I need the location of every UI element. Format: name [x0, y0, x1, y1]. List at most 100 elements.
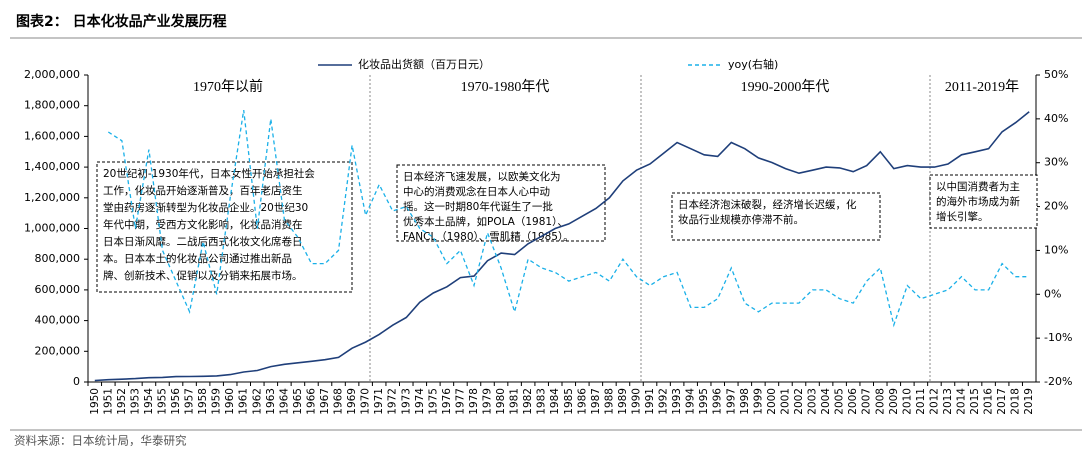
note-line: 以中国消费者为主	[936, 180, 1020, 193]
x-tick-label: 1957	[184, 388, 196, 415]
x-tick-label: 1988	[603, 388, 615, 415]
x-tick-label: 1982	[522, 388, 534, 415]
x-tick-label: 1992	[658, 388, 670, 415]
x-tick-label: 1999	[752, 388, 764, 415]
note-box	[929, 174, 1038, 229]
x-tick-label: 1950	[89, 388, 101, 415]
y2-tick-label: -20%	[1044, 375, 1072, 388]
x-tick-label: 1961	[238, 388, 250, 415]
x-tick-label: 2013	[942, 388, 954, 415]
note-line: 日本日渐风靡。二战后西式化妆文化席卷日	[103, 235, 303, 248]
x-tick-label: 1953	[129, 388, 141, 415]
x-tick-label: 1973	[400, 388, 412, 415]
y-tick-label: 1,200,000	[24, 191, 80, 204]
x-tick-label: 2010	[901, 388, 913, 415]
x-tick-label: 2008	[874, 388, 886, 415]
x-tick-label: 1958	[197, 388, 209, 415]
chart-title: 图表2： 日本化妆品产业发展历程	[16, 13, 227, 30]
note-line: 本。日本本土的化妆品公司通过推出新品	[103, 252, 292, 265]
x-tick-label: 1967	[319, 388, 331, 415]
x-tick-label: 1989	[617, 388, 629, 415]
note-box	[396, 164, 606, 242]
x-tick-label: 1995	[698, 388, 710, 415]
x-tick-label: 1952	[116, 388, 128, 415]
note-line: 优秀本土品牌，如POLA（1981）、	[403, 215, 568, 228]
x-tick-label: 2012	[928, 388, 940, 415]
x-tick-label: 2007	[861, 388, 873, 415]
x-tick-label: 2011	[915, 388, 927, 415]
note-line: 日本经济泡沫破裂，经济增长迟缓，化	[678, 198, 857, 211]
source: 资料来源：日本统计局，华泰研究	[14, 434, 187, 448]
y2-tick-label: -10%	[1044, 331, 1072, 344]
x-tick-label: 2009	[888, 388, 900, 415]
note-line: 20世纪初-1930年代，日本女性开始承担社会	[103, 167, 315, 180]
x-tick-label: 1978	[468, 388, 480, 415]
note-line: 摇。这一时期80年代诞生了一批	[403, 200, 553, 213]
x-tick-label: 2002	[793, 388, 805, 415]
x-tick-label: 1962	[251, 388, 263, 415]
note-box	[671, 192, 881, 241]
x-tick-label: 1966	[305, 388, 317, 415]
note-line: 妆品行业规模亦停滞不前。	[678, 213, 804, 226]
x-tick-label: 1959	[211, 388, 223, 415]
y2-tick-label: 10%	[1044, 243, 1068, 256]
period-label: 1990-2000年代	[741, 79, 830, 95]
x-tick-label: 1983	[536, 388, 548, 415]
y-tick-label: 1,400,000	[24, 160, 80, 173]
x-tick-label: 1974	[414, 388, 426, 415]
x-tick-label: 1993	[671, 388, 683, 415]
y-tick-label: 1,800,000	[24, 99, 80, 112]
x-tick-label: 1972	[387, 388, 399, 415]
x-tick-label: 2017	[996, 388, 1008, 415]
x-tick-label: 1998	[739, 388, 751, 415]
x-tick-label: 1960	[224, 388, 236, 415]
y-tick-label: 600,000	[35, 283, 81, 296]
x-tick-label: 1965	[292, 388, 304, 415]
note-box	[96, 161, 353, 293]
note-line: 工作，化妆品开始逐渐普及，百年老店资生	[103, 184, 303, 197]
period-label: 2011-2019年	[945, 79, 1019, 95]
x-tick-label: 1976	[441, 388, 453, 415]
x-tick-label: 1990	[630, 388, 642, 415]
x-tick-label: 1980	[495, 388, 507, 415]
y2-tick-label: 40%	[1044, 112, 1068, 125]
x-tick-label: 1975	[427, 388, 439, 415]
x-tick-label: 1994	[685, 388, 697, 415]
y-tick-label: 400,000	[35, 314, 81, 327]
x-tick-label: 1969	[346, 388, 358, 415]
x-tick-label: 2006	[847, 388, 859, 415]
x-tick-label: 2004	[820, 388, 832, 415]
y-tick-label: 2,000,000	[24, 68, 80, 81]
y-tick-label: 1,000,000	[24, 222, 80, 235]
x-tick-label: 2014	[956, 388, 968, 415]
x-tick-label: 2019	[1023, 388, 1035, 415]
x-tick-label: 1977	[454, 388, 466, 415]
x-tick-label: 1986	[576, 388, 588, 415]
note-line: 牌、创新技术、促销以及分销来拓展市场。	[103, 269, 303, 282]
series-line	[94, 111, 1030, 382]
x-tick-label: 1954	[143, 388, 155, 415]
x-tick-label: 1970	[360, 388, 372, 415]
x-tick-label: 2018	[1010, 388, 1022, 415]
x-tick-label: 1997	[725, 388, 737, 415]
x-tick-label: 1996	[712, 388, 724, 415]
x-tick-label: 1964	[278, 388, 290, 415]
note-line: 日本经济飞速发展，以欧美文化为	[403, 170, 561, 183]
y2-tick-label: 20%	[1044, 200, 1068, 213]
y-tick-label: 1,600,000	[24, 129, 80, 142]
y2-tick-label: 0%	[1044, 287, 1061, 300]
y-tick-label: 800,000	[35, 252, 81, 265]
x-tick-label: 1963	[265, 388, 277, 415]
x-tick-label: 1971	[373, 388, 385, 415]
x-tick-label: 2000	[766, 388, 778, 415]
x-tick-label: 1979	[482, 388, 494, 415]
x-tick-label: 2016	[983, 388, 995, 415]
note-line: 增长引擎。	[936, 210, 989, 223]
y2-tick-label: 50%	[1044, 68, 1068, 81]
x-tick-label: 1956	[170, 388, 182, 415]
x-tick-label: 2003	[807, 388, 819, 415]
note-line: 年代中期，受西方文化影响，化妆品消费在	[103, 218, 303, 231]
x-tick-label: 1984	[549, 388, 561, 415]
legend-label: yoy(右轴)	[728, 57, 778, 71]
